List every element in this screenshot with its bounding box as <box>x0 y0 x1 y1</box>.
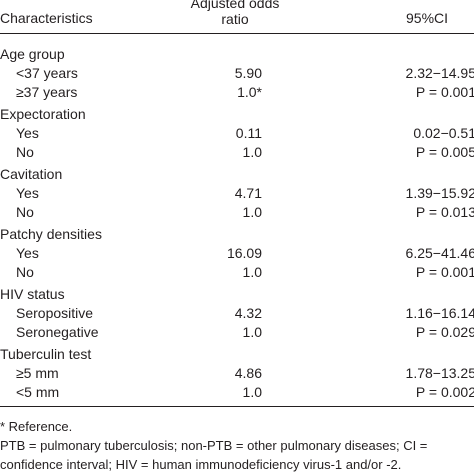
row-label: Yes <box>16 125 39 141</box>
odds-ratio: 1.0 <box>242 204 262 220</box>
confidence-interval: P = 0.002 <box>415 384 474 400</box>
row-label: <5 mm <box>16 384 60 400</box>
row-label: Yes <box>16 185 39 201</box>
header-rule <box>0 33 474 34</box>
header-odds-ratio: Adjusted odds ratio <box>190 0 280 27</box>
group-label: Cavitation <box>0 166 63 182</box>
row-label: ≥37 years <box>16 84 78 100</box>
confidence-interval: P = 0.001 <box>415 264 474 280</box>
odds-ratio: 5.90 <box>234 65 262 81</box>
footnote: PTB = pulmonary tuberculosis; non-PTB = … <box>0 438 428 453</box>
row-label: <37 years <box>16 65 78 81</box>
odds-ratio: 0.11 <box>235 125 262 141</box>
header-characteristics: Characteristics <box>0 10 93 26</box>
row-label: No <box>16 264 34 280</box>
odds-ratio: 4.86 <box>234 365 262 381</box>
odds-ratio: 16.09 <box>226 245 262 261</box>
group-label: Tuberculin test <box>0 346 92 362</box>
odds-ratio: 4.32 <box>234 305 262 321</box>
row-label: No <box>16 144 34 160</box>
group-label: Expectoration <box>0 106 86 122</box>
confidence-interval: P = 0.013 <box>415 204 474 220</box>
confidence-interval: P = 0.029 <box>415 324 474 340</box>
odds-ratio: 1.0 <box>242 264 262 280</box>
confidence-interval: 6.25−41.46 <box>405 245 474 261</box>
odds-ratio: 1.0 <box>242 384 262 400</box>
confidence-interval: P = 0.005 <box>415 144 474 160</box>
confidence-interval: 0.02−0.51 <box>413 125 474 141</box>
bottom-rule <box>0 406 474 407</box>
confidence-interval: 1.39−15.92 <box>405 185 474 201</box>
row-label: Seronegative <box>16 324 99 340</box>
confidence-interval: P = 0.001 <box>415 84 474 100</box>
row-label: Seropositive <box>16 305 94 321</box>
confidence-interval: 1.16−16.14 <box>405 305 474 321</box>
confidence-interval: 1.78−13.25 <box>405 365 474 381</box>
group-label: HIV status <box>0 286 65 302</box>
footnote: confidence interval; HIV = human immunod… <box>0 457 402 472</box>
row-label: Yes <box>16 245 39 261</box>
group-label: Patchy densities <box>0 226 102 242</box>
header-ci: 95%CI <box>406 10 449 26</box>
odds-ratio: 4.71 <box>234 185 262 201</box>
row-label: No <box>16 204 34 220</box>
odds-ratio: 1.0 <box>242 324 262 340</box>
footnote: * Reference. <box>0 419 73 434</box>
row-label: ≥5 mm <box>16 365 59 381</box>
odds-ratio: 1.0* <box>237 84 262 100</box>
odds-ratio: 1.0 <box>242 144 262 160</box>
group-label: Age group <box>0 46 65 62</box>
confidence-interval: 2.32−14.95 <box>405 65 474 81</box>
